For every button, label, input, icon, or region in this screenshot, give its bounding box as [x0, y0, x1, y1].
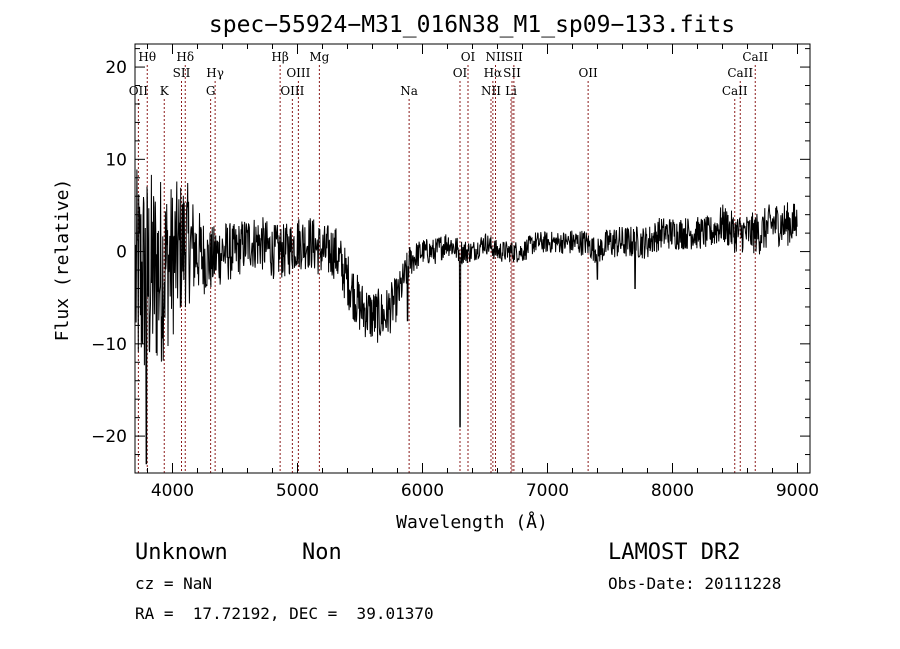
line-label: Hθ: [138, 50, 156, 64]
x-tick-label: 5000: [276, 481, 319, 501]
line-label: CaII: [742, 50, 768, 64]
x-tick-label: 8000: [651, 481, 694, 501]
line-label: OII: [578, 66, 598, 80]
line-label: K: [160, 84, 170, 98]
line-label: OI: [453, 66, 468, 80]
y-axis-ticks: 20 10 0 −10 −20: [91, 48, 810, 456]
line-label: SII: [173, 66, 191, 80]
line-label: OIII: [280, 84, 304, 98]
line-label: Hβ: [271, 50, 288, 64]
line-label: SII: [503, 66, 521, 80]
line-label: NII: [481, 84, 501, 98]
emission-line-markers: [137, 65, 756, 473]
line-label: CaII: [722, 84, 748, 98]
line-label: G: [206, 84, 216, 98]
line-label: Hγ: [206, 66, 224, 80]
y-tick-label: −10: [91, 335, 127, 355]
chart-title: spec−55924−M31_016N38_M1_sp09−133.fits: [209, 12, 735, 38]
line-label: Na: [400, 84, 418, 98]
x-axis-label: Wavelength (Å): [396, 511, 548, 533]
x-tick-label: 7000: [526, 481, 569, 501]
line-label: CaII: [727, 66, 753, 80]
line-label: SII: [505, 50, 523, 64]
object-subclass: Non: [302, 540, 342, 565]
y-axis-label: Flux (relative): [52, 179, 73, 342]
line-label: OII: [129, 84, 149, 98]
spectrum-trace: [135, 169, 798, 465]
redshift-cz: cz = NaN: [135, 574, 212, 593]
y-tick-label: 10: [105, 150, 127, 170]
line-label: Li: [505, 84, 517, 98]
x-tick-label: 4000: [151, 481, 194, 501]
y-tick-label: 0: [116, 243, 127, 263]
object-class: Unknown: [135, 540, 228, 565]
line-label: OI: [461, 50, 476, 64]
emission-line-labels: Hθ OII K Hδ SII Hγ G Hβ OIII OIII Mg Na OI OI NII Hα NII…: [129, 50, 769, 98]
line-label: NII: [486, 50, 506, 64]
x-tick-label: 9000: [776, 481, 819, 501]
x-axis-ticks: 4000 5000 6000 7000 8000 9000: [147, 44, 819, 501]
line-label: Hα: [484, 66, 503, 80]
line-label: Mg: [309, 50, 329, 64]
y-tick-label: 20: [105, 58, 127, 78]
line-label: OIII: [286, 66, 310, 80]
line-label: Hδ: [176, 50, 194, 64]
coordinates: RA = 17.72192, DEC = 39.01370: [135, 604, 434, 623]
survey-name: LAMOST DR2: [608, 540, 740, 565]
x-tick-label: 6000: [401, 481, 444, 501]
observation-date: Obs-Date: 20111228: [608, 574, 781, 593]
y-tick-label: −20: [91, 427, 127, 447]
